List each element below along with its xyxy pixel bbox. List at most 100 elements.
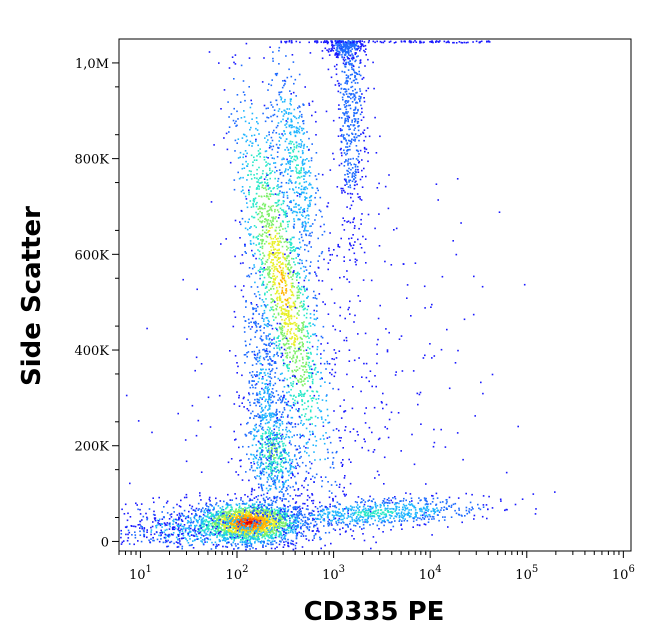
scatter-dot — [284, 534, 287, 537]
scatter-dot — [249, 200, 252, 202]
scatter-dot — [240, 520, 242, 522]
scatter-dot — [256, 155, 258, 157]
scatter-dot — [274, 521, 276, 524]
scatter-dot — [194, 525, 197, 528]
scatter-dot — [261, 81, 264, 83]
scatter-dot — [252, 534, 255, 536]
scatter-dot — [295, 181, 297, 183]
scatter-dot — [257, 235, 260, 237]
scatter-dot — [272, 540, 274, 542]
scatter-dot — [205, 508, 207, 510]
scatter-dot — [272, 529, 274, 531]
scatter-dot — [286, 314, 288, 317]
scatter-dot — [309, 395, 311, 397]
scatter-dot — [272, 392, 274, 394]
scatter-dot — [306, 325, 309, 328]
scatter-dot — [251, 518, 254, 521]
scatter-dot — [291, 160, 294, 163]
scatter-dot — [294, 159, 297, 162]
scatter-dot — [141, 526, 143, 528]
scatter-dot — [298, 452, 300, 454]
scatter-dot — [309, 418, 311, 421]
scatter-dot — [155, 526, 158, 529]
scatter-dot — [300, 300, 303, 303]
scatter-dot — [276, 462, 279, 465]
scatter-dot — [243, 524, 246, 527]
scatter-dot — [247, 511, 249, 514]
scatter-dot — [288, 429, 290, 432]
scatter-dot — [214, 526, 216, 528]
scatter-dot — [267, 529, 269, 531]
scatter-dot — [251, 499, 254, 501]
scatter-dot — [233, 527, 235, 529]
scatter-dot — [287, 532, 290, 534]
scatter-dot — [306, 171, 308, 174]
scatter-dot — [280, 537, 283, 539]
scatter-dot — [289, 180, 292, 183]
scatter-dot — [269, 393, 272, 395]
scatter-dot — [289, 377, 292, 379]
scatter-dot — [314, 533, 317, 536]
scatter-dot — [266, 476, 269, 479]
scatter-dot — [257, 536, 259, 538]
scatter-dot — [251, 410, 254, 413]
scatter-dot — [228, 126, 231, 128]
scatter-dot — [278, 441, 281, 443]
scatter-dot — [296, 517, 299, 520]
scatter-dot — [178, 514, 181, 516]
scatter-dot — [267, 266, 269, 268]
scatter-dot — [312, 444, 315, 446]
scatter-dot — [308, 337, 310, 339]
scatter-dot — [265, 135, 268, 137]
scatter-dot — [269, 333, 271, 335]
scatter-dot — [298, 328, 301, 330]
scatter-dot — [304, 502, 306, 505]
scatter-dot — [248, 523, 250, 526]
scatter-dot — [313, 318, 316, 320]
scatter-dot — [290, 522, 292, 524]
scatter-dot — [264, 415, 267, 417]
scatter-dot — [293, 304, 296, 306]
scatter-dot — [276, 204, 279, 207]
scatter-dot — [270, 524, 272, 527]
scatter-dot — [294, 352, 296, 355]
scatter-dot — [314, 435, 316, 438]
scatter-dot — [238, 177, 241, 180]
scatter-dot — [208, 498, 211, 501]
scatter-dot — [263, 499, 265, 501]
scatter-dot — [258, 257, 261, 260]
scatter-dot — [263, 526, 265, 528]
scatter-dot — [268, 133, 270, 136]
scatter-dot — [267, 468, 270, 470]
scatter-dot — [269, 450, 271, 453]
scatter-dot — [259, 274, 261, 277]
scatter-dot — [297, 150, 300, 153]
scatter-dot — [296, 533, 298, 535]
scatter-dot — [238, 505, 241, 507]
scatter-dot — [273, 270, 275, 272]
scatter-dot — [278, 296, 281, 299]
scatter-dot — [290, 126, 293, 129]
scatter-dot — [276, 448, 278, 450]
scatter-dot — [256, 466, 258, 469]
scatter-dot — [334, 352, 337, 354]
scatter-dot — [304, 188, 306, 191]
scatter-dot — [253, 200, 255, 203]
scatter-dot — [301, 507, 304, 509]
scatter-dot — [286, 470, 289, 472]
scatter-dot — [243, 522, 246, 524]
scatter-dot — [292, 466, 294, 468]
scatter-dot — [299, 241, 301, 244]
scatter-dot — [205, 532, 207, 535]
scatter-dot — [271, 530, 274, 533]
scatter-dot — [242, 514, 245, 516]
scatter-dot — [324, 544, 326, 547]
scatter-dot — [307, 221, 309, 224]
scatter-dot — [301, 161, 304, 163]
scatter-dot — [236, 526, 238, 529]
scatter-dot — [299, 305, 301, 308]
scatter-dot — [190, 519, 192, 521]
scatter-dot — [281, 269, 284, 271]
scatter-dot — [298, 294, 300, 297]
scatter-dot — [294, 425, 297, 428]
